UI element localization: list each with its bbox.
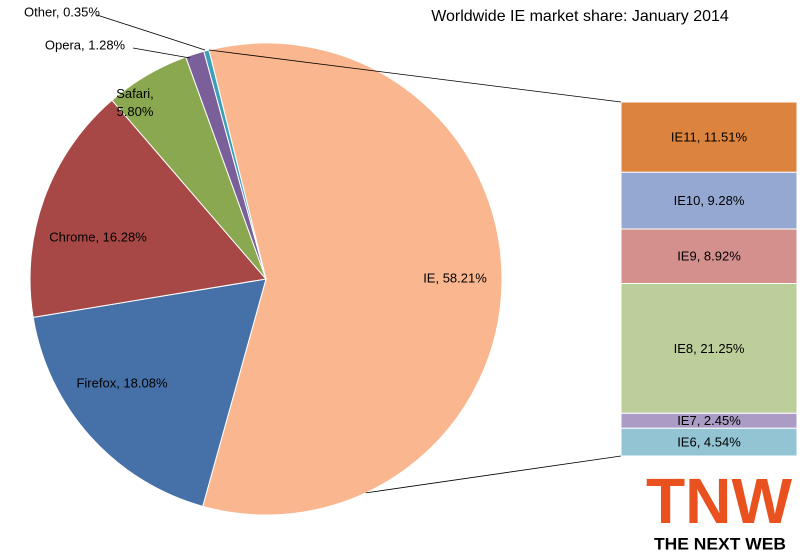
pie-slice — [203, 49, 267, 280]
slice-label: Safari, 5.80% — [116, 86, 154, 119]
logo-mark: TNW — [646, 465, 793, 537]
slice-label: Other, 0.35% — [24, 4, 100, 19]
slice-label: Firefox, 18.08% — [76, 375, 167, 390]
segment-label: IE9, 8.92% — [677, 249, 741, 264]
pie-slice — [29, 99, 267, 318]
pie-slice — [202, 42, 503, 516]
segment-label: IE11, 11.51% — [671, 130, 748, 145]
leader-line — [132, 47, 191, 59]
pie-slice — [32, 278, 267, 507]
slice-label: Opera, 1.28% — [45, 37, 126, 52]
connector-line — [208, 49, 622, 103]
slice-label: IE, 58.21% — [423, 270, 487, 285]
slice-label: Chrome, 16.28% — [49, 229, 147, 244]
breakdown-segment — [620, 427, 798, 457]
connector-line — [365, 455, 622, 494]
segment-label: IE10, 9.28% — [674, 193, 745, 208]
leader-line — [96, 14, 206, 51]
segment-label: IE7, 2.45% — [677, 413, 741, 428]
segment-label: IE8, 21.25% — [674, 341, 745, 356]
breakdown-segment — [620, 282, 798, 414]
chart-title: Worldwide IE market share: January 2014 — [431, 8, 729, 25]
segment-label: IE6, 4.54% — [677, 435, 741, 450]
logo-text: THE NEXT WEB — [654, 534, 786, 553]
